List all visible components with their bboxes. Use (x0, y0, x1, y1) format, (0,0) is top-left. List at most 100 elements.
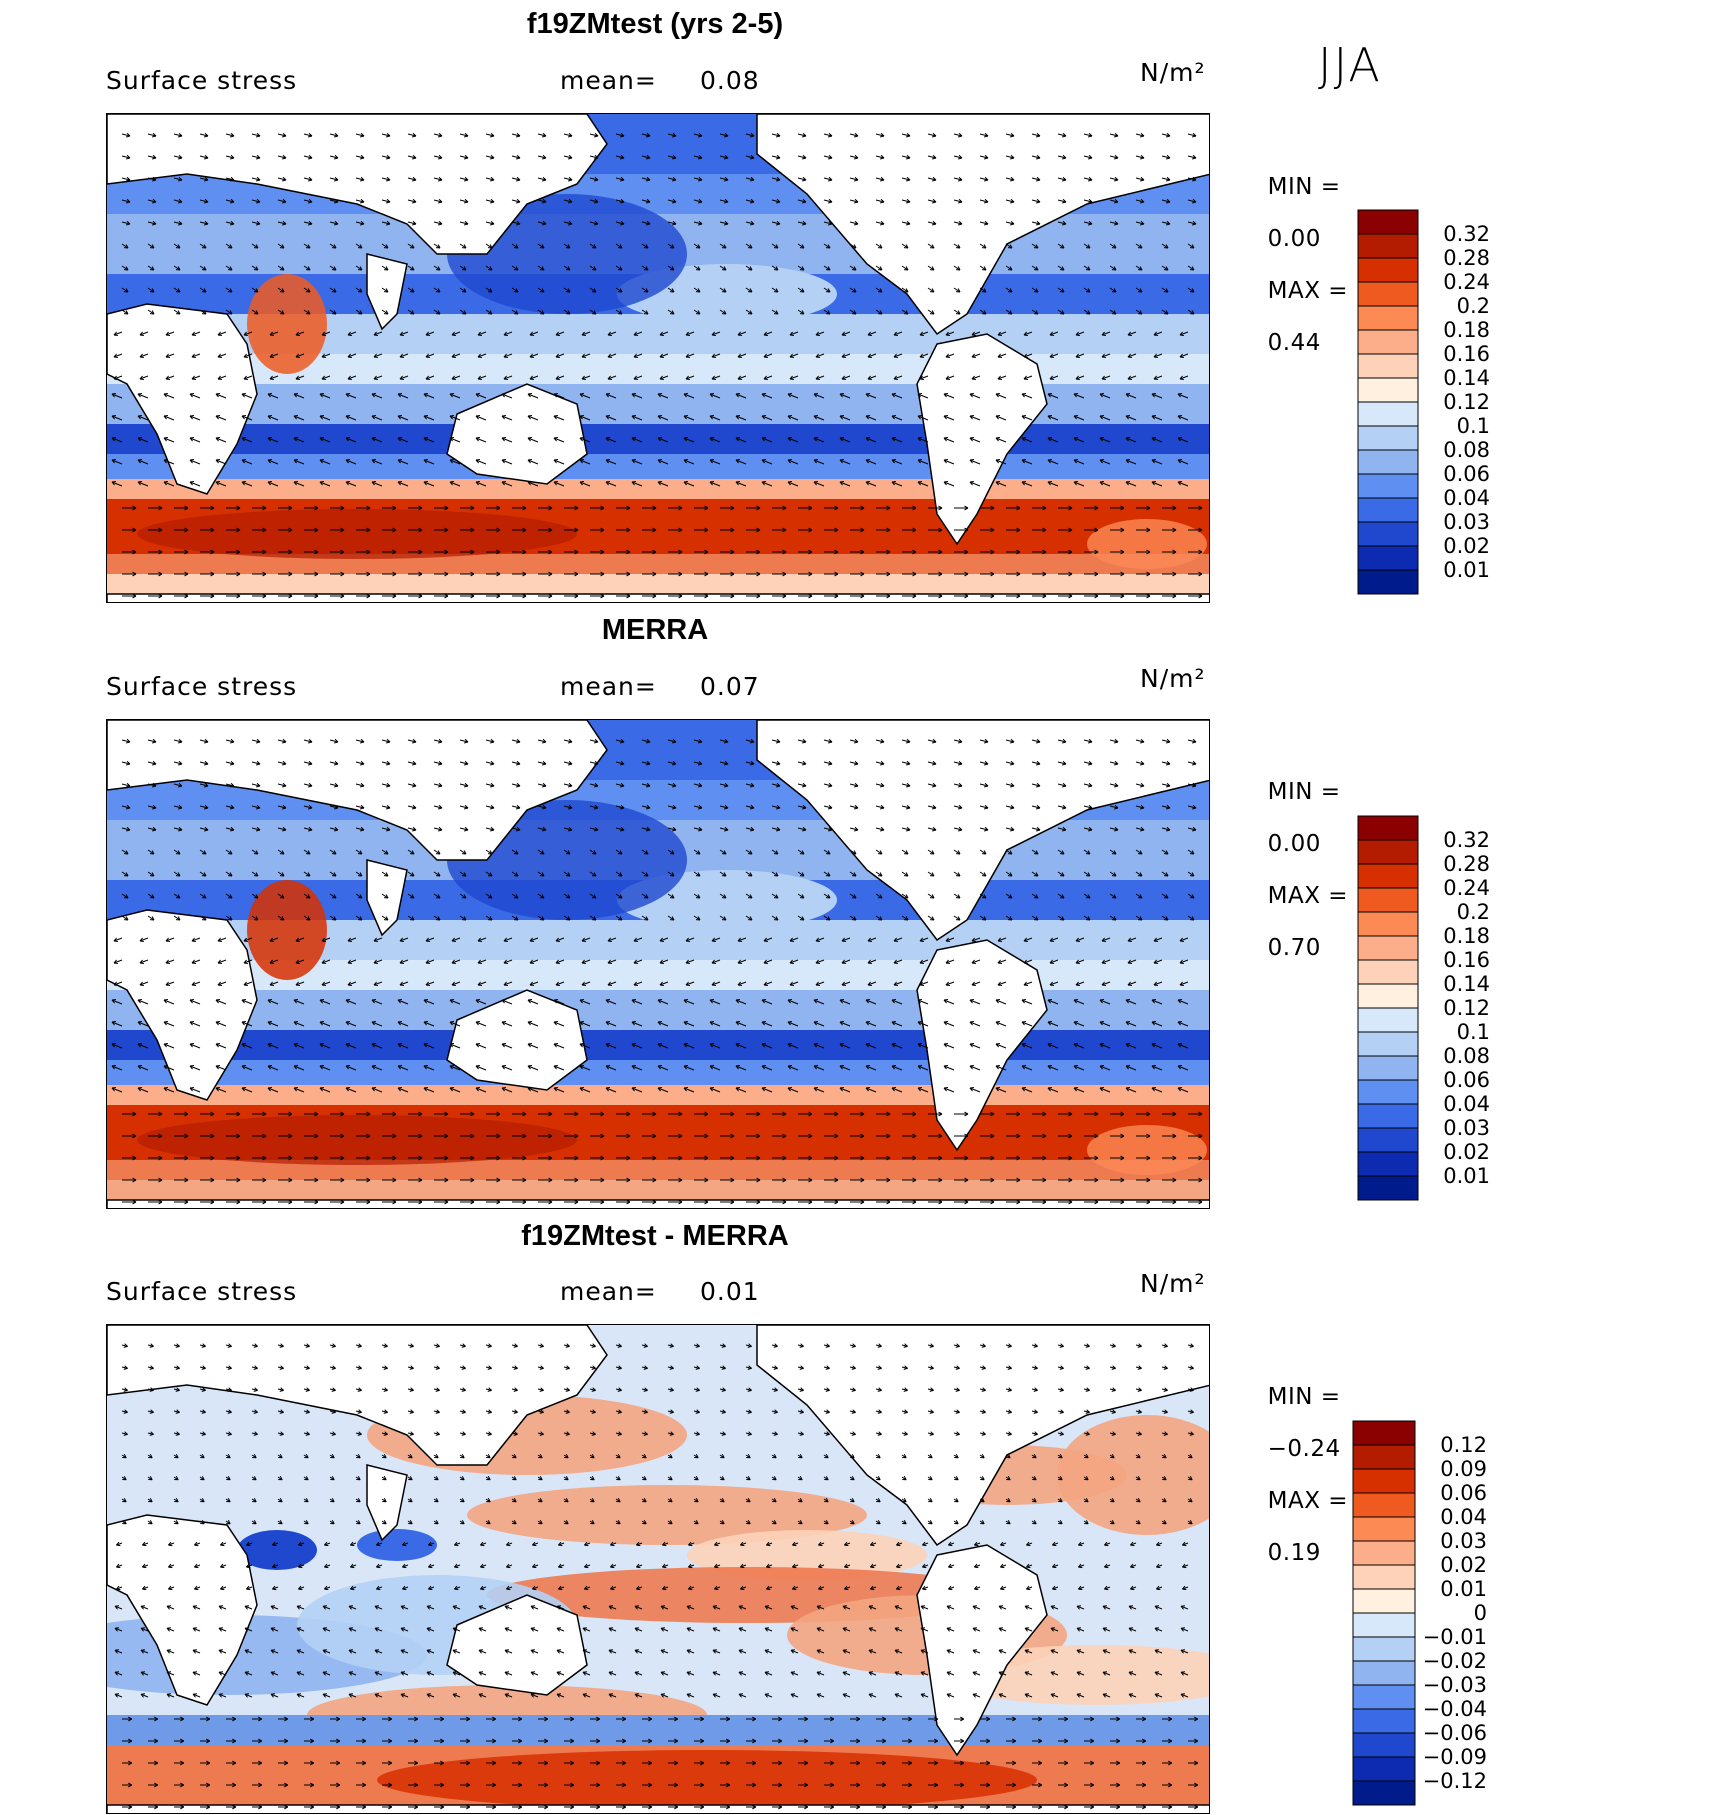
stress-vectors-model (111, 132, 1203, 599)
colorbar-swatch (1357, 425, 1419, 451)
min-label-obs: MIN = (1267, 779, 1341, 805)
colorbar-swatch (1352, 1492, 1416, 1518)
colorbar-swatch (1352, 1588, 1416, 1614)
colorbar-swatch (1357, 401, 1419, 427)
colorbar-obs: 0.320.280.240.20.180.160.140.120.10.080.… (1357, 815, 1490, 1201)
colorbar-swatch (1357, 815, 1419, 841)
colorbar-swatch (1357, 935, 1419, 961)
colorbar-tick-label: 0.12 (1443, 390, 1490, 414)
colorbar-tick-label: 0.03 (1440, 1529, 1487, 1553)
max-value-diff: 0.19 (1267, 1540, 1321, 1566)
colorbar-tick-label: −0.03 (1423, 1673, 1487, 1697)
map-panel-model (106, 113, 1210, 603)
colorbar-swatch (1357, 281, 1419, 307)
units-label-model: N/m² (1140, 58, 1206, 87)
colorbar-tick-label: 0.01 (1443, 558, 1490, 582)
colorbar-swatch (1357, 233, 1419, 259)
colorbar-swatch (1357, 1007, 1419, 1033)
colorbar-swatch (1352, 1684, 1416, 1710)
colorbar-tick-label: −0.09 (1423, 1745, 1487, 1769)
colorbar-tick-label: 0.03 (1443, 510, 1490, 534)
colorbar-tick-label: 0.28 (1443, 246, 1490, 270)
colorbar-swatch (1352, 1564, 1416, 1590)
colorbar-swatch (1357, 1079, 1419, 1105)
minmax-model: MIN = 0.00 MAX = 0.44 (1252, 148, 1348, 356)
mean-value-diff: 0.01 (700, 1277, 760, 1306)
colorbar-tick-label: 0.2 (1457, 900, 1490, 924)
colorbar-tick-label: 0.06 (1443, 462, 1490, 486)
colorbar-swatch (1352, 1468, 1416, 1494)
colorbar-tick-label: 0.02 (1443, 534, 1490, 558)
colorbar-swatch (1357, 911, 1419, 937)
colorbar-tick-label: 0.04 (1443, 1092, 1490, 1116)
colorbar-tick-label: 0.01 (1443, 1164, 1490, 1188)
colorbar-swatch (1352, 1444, 1416, 1470)
colorbar-tick-label: 0.2 (1457, 294, 1490, 318)
variable-label-obs: Surface stress (106, 672, 298, 701)
colorbar-swatch (1357, 329, 1419, 355)
colorbar-swatch (1357, 1103, 1419, 1129)
colorbar-tick-label: 0.14 (1443, 366, 1490, 390)
colorbar-tick-label: 0.16 (1443, 948, 1490, 972)
panel-title-obs: MERRA (601, 614, 709, 646)
colorbar-tick-label: −0.02 (1423, 1649, 1487, 1673)
colorbar-swatch (1357, 497, 1419, 523)
min-value-diff: −0.24 (1267, 1436, 1341, 1462)
colorbar-swatch (1357, 983, 1419, 1009)
panel-title-model: f19ZMtest (yrs 2-5) (526, 8, 784, 40)
colorbar-tick-label: −0.01 (1423, 1625, 1487, 1649)
colorbar-swatch (1357, 257, 1419, 283)
colorbar-swatch (1357, 209, 1419, 235)
colorbar-swatch (1357, 449, 1419, 475)
colorbar-tick-label: 0.24 (1443, 876, 1490, 900)
colorbar-swatch (1357, 377, 1419, 403)
colorbar-swatch (1357, 1175, 1419, 1201)
colorbar-swatch (1352, 1780, 1416, 1806)
surface-stress-map-obs (107, 720, 1209, 1208)
variable-label-model: Surface stress (106, 66, 298, 95)
min-label-diff: MIN = (1267, 1384, 1341, 1410)
min-label-model: MIN = (1267, 174, 1341, 200)
colorbar-tick-label: 0.16 (1443, 342, 1490, 366)
colorbar-swatch (1357, 1055, 1419, 1081)
map-panel-obs (106, 719, 1210, 1209)
land-mask-model (107, 114, 1209, 602)
colorbar-tick-label: −0.06 (1423, 1721, 1487, 1745)
min-value-obs: 0.00 (1267, 831, 1321, 857)
minmax-diff: MIN = −0.24 MAX = 0.19 (1252, 1358, 1348, 1566)
mean-label-model: mean= (560, 66, 657, 95)
colorbar-swatch (1352, 1660, 1416, 1686)
colorbar-swatch (1357, 521, 1419, 547)
colorbar-swatch (1357, 863, 1419, 889)
colorbar-model: 0.320.280.240.20.180.160.140.120.10.080.… (1357, 209, 1490, 595)
colorbar-tick-label: 0.12 (1443, 996, 1490, 1020)
colorbar-tick-label: 0.14 (1443, 972, 1490, 996)
max-label-model: MAX = (1267, 278, 1349, 304)
colorbar-swatch (1357, 839, 1419, 865)
panel-title-diff: f19ZMtest - MERRA (521, 1220, 789, 1252)
map-panel-diff (106, 1324, 1210, 1814)
colorbar-tick-label: 0.01 (1440, 1577, 1487, 1601)
colorbar-swatch (1357, 305, 1419, 331)
colorbar-tick-label: 0.09 (1440, 1457, 1487, 1481)
colorbar-swatch (1352, 1540, 1416, 1566)
colorbar-tick-label: 0.04 (1443, 486, 1490, 510)
colorbar-swatch (1357, 473, 1419, 499)
surface-stress-map-model (107, 114, 1209, 602)
colorbar-tick-label: 0.04 (1440, 1505, 1487, 1529)
colorbar-swatch (1357, 959, 1419, 985)
colorbar-tick-label: 0.02 (1443, 1140, 1490, 1164)
colorbar-swatch (1357, 353, 1419, 379)
colorbar-swatch (1357, 569, 1419, 595)
min-value-model: 0.00 (1267, 226, 1321, 252)
colorbar-tick-label: 0.12 (1440, 1433, 1487, 1457)
stress-vectors-diff (114, 1343, 1199, 1810)
colorbar-tick-label: 0.1 (1457, 414, 1490, 438)
colorbar-tick-label: 0.06 (1443, 1068, 1490, 1092)
minmax-obs: MIN = 0.00 MAX = 0.70 (1252, 753, 1348, 961)
units-label-obs: N/m² (1140, 664, 1206, 693)
max-value-obs: 0.70 (1267, 935, 1321, 961)
colorbar-tick-label: −0.04 (1423, 1697, 1487, 1721)
colorbar-tick-label: 0.03 (1443, 1116, 1490, 1140)
colorbar-swatch (1357, 887, 1419, 913)
